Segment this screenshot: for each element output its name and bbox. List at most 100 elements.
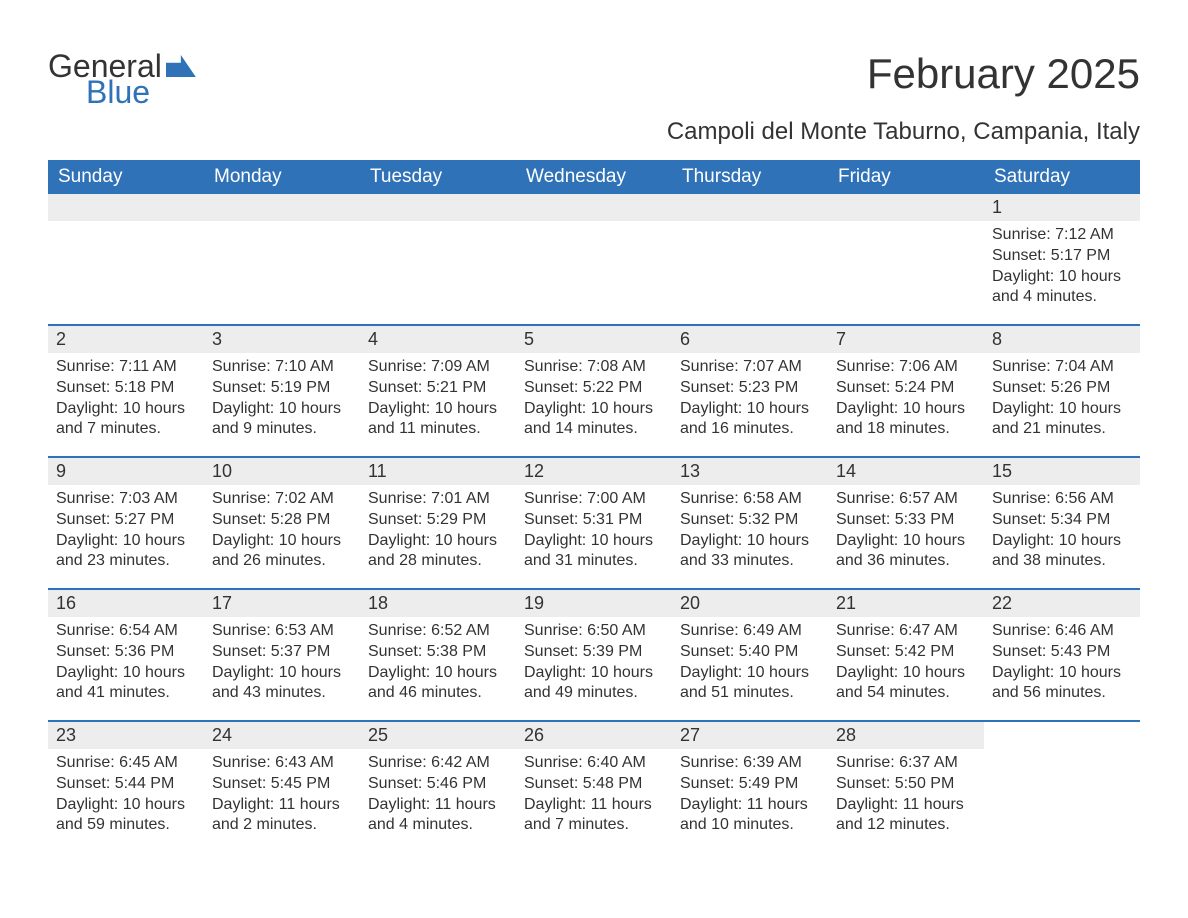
daylight-line: Daylight: 10 hours and 56 minutes.: [992, 663, 1132, 705]
week-row: 1Sunrise: 7:12 AMSunset: 5:17 PMDaylight…: [48, 194, 1140, 324]
day-body: Sunrise: 7:10 AMSunset: 5:19 PMDaylight:…: [204, 353, 360, 450]
sunset-line: Sunset: 5:48 PM: [524, 774, 664, 795]
sunrise-line: Sunrise: 7:01 AM: [368, 489, 508, 510]
day-number: 26: [516, 722, 672, 749]
day-cell: 9Sunrise: 7:03 AMSunset: 5:27 PMDaylight…: [48, 458, 204, 588]
daylight-line: Daylight: 10 hours and 18 minutes.: [836, 399, 976, 441]
day-number: 21: [828, 590, 984, 617]
day-body: Sunrise: 7:12 AMSunset: 5:17 PMDaylight:…: [984, 221, 1140, 318]
day-cell: 24Sunrise: 6:43 AMSunset: 5:45 PMDayligh…: [204, 722, 360, 852]
daylight-line: Daylight: 10 hours and 31 minutes.: [524, 531, 664, 573]
day-body: Sunrise: 6:58 AMSunset: 5:32 PMDaylight:…: [672, 485, 828, 582]
sunrise-line: Sunrise: 6:46 AM: [992, 621, 1132, 642]
sunset-line: Sunset: 5:23 PM: [680, 378, 820, 399]
day-cell: 15Sunrise: 6:56 AMSunset: 5:34 PMDayligh…: [984, 458, 1140, 588]
day-number: 8: [984, 326, 1140, 353]
day-number: 16: [48, 590, 204, 617]
daylight-line: Daylight: 10 hours and 33 minutes.: [680, 531, 820, 573]
day-cell: [984, 722, 1140, 852]
day-body: Sunrise: 6:42 AMSunset: 5:46 PMDaylight:…: [360, 749, 516, 846]
empty-day-header: [516, 194, 672, 221]
daylight-line: Daylight: 10 hours and 54 minutes.: [836, 663, 976, 705]
day-number: 13: [672, 458, 828, 485]
sunset-line: Sunset: 5:43 PM: [992, 642, 1132, 663]
empty-day-header: [48, 194, 204, 221]
daylight-line: Daylight: 10 hours and 28 minutes.: [368, 531, 508, 573]
sunset-line: Sunset: 5:27 PM: [56, 510, 196, 531]
daylight-line: Daylight: 10 hours and 14 minutes.: [524, 399, 664, 441]
day-number: 28: [828, 722, 984, 749]
day-cell: [48, 194, 204, 324]
location-line: Campoli del Monte Taburno, Campania, Ita…: [48, 118, 1140, 146]
day-body: Sunrise: 6:43 AMSunset: 5:45 PMDaylight:…: [204, 749, 360, 846]
day-cell: 2Sunrise: 7:11 AMSunset: 5:18 PMDaylight…: [48, 326, 204, 456]
sunset-line: Sunset: 5:18 PM: [56, 378, 196, 399]
weekday-header: Tuesday: [360, 160, 516, 194]
day-cell: 18Sunrise: 6:52 AMSunset: 5:38 PMDayligh…: [360, 590, 516, 720]
sunrise-line: Sunrise: 6:58 AM: [680, 489, 820, 510]
day-number: 5: [516, 326, 672, 353]
day-cell: 8Sunrise: 7:04 AMSunset: 5:26 PMDaylight…: [984, 326, 1140, 456]
sunrise-line: Sunrise: 6:52 AM: [368, 621, 508, 642]
day-body: Sunrise: 6:46 AMSunset: 5:43 PMDaylight:…: [984, 617, 1140, 714]
sunset-line: Sunset: 5:34 PM: [992, 510, 1132, 531]
sunset-line: Sunset: 5:31 PM: [524, 510, 664, 531]
day-cell: 22Sunrise: 6:46 AMSunset: 5:43 PMDayligh…: [984, 590, 1140, 720]
sunset-line: Sunset: 5:45 PM: [212, 774, 352, 795]
day-cell: 25Sunrise: 6:42 AMSunset: 5:46 PMDayligh…: [360, 722, 516, 852]
week-row: 2Sunrise: 7:11 AMSunset: 5:18 PMDaylight…: [48, 324, 1140, 456]
daylight-line: Daylight: 11 hours and 4 minutes.: [368, 795, 508, 837]
day-body: Sunrise: 7:04 AMSunset: 5:26 PMDaylight:…: [984, 353, 1140, 450]
daylight-line: Daylight: 10 hours and 51 minutes.: [680, 663, 820, 705]
sunset-line: Sunset: 5:21 PM: [368, 378, 508, 399]
daylight-line: Daylight: 10 hours and 49 minutes.: [524, 663, 664, 705]
calendar: SundayMondayTuesdayWednesdayThursdayFrid…: [48, 160, 1140, 852]
day-body: Sunrise: 6:37 AMSunset: 5:50 PMDaylight:…: [828, 749, 984, 846]
empty-day-header: [204, 194, 360, 221]
weekday-header: Friday: [828, 160, 984, 194]
header: General Blue February 2025: [48, 50, 1140, 108]
daylight-line: Daylight: 10 hours and 11 minutes.: [368, 399, 508, 441]
day-number: 4: [360, 326, 516, 353]
daylight-line: Daylight: 11 hours and 2 minutes.: [212, 795, 352, 837]
week-row: 16Sunrise: 6:54 AMSunset: 5:36 PMDayligh…: [48, 588, 1140, 720]
day-body: Sunrise: 6:53 AMSunset: 5:37 PMDaylight:…: [204, 617, 360, 714]
day-body: Sunrise: 6:49 AMSunset: 5:40 PMDaylight:…: [672, 617, 828, 714]
sunset-line: Sunset: 5:22 PM: [524, 378, 664, 399]
daylight-line: Daylight: 10 hours and 46 minutes.: [368, 663, 508, 705]
day-cell: 6Sunrise: 7:07 AMSunset: 5:23 PMDaylight…: [672, 326, 828, 456]
day-cell: 3Sunrise: 7:10 AMSunset: 5:19 PMDaylight…: [204, 326, 360, 456]
day-body: Sunrise: 6:56 AMSunset: 5:34 PMDaylight:…: [984, 485, 1140, 582]
sunset-line: Sunset: 5:40 PM: [680, 642, 820, 663]
day-cell: 17Sunrise: 6:53 AMSunset: 5:37 PMDayligh…: [204, 590, 360, 720]
daylight-line: Daylight: 10 hours and 4 minutes.: [992, 267, 1132, 309]
daylight-line: Daylight: 11 hours and 7 minutes.: [524, 795, 664, 837]
day-cell: 10Sunrise: 7:02 AMSunset: 5:28 PMDayligh…: [204, 458, 360, 588]
sunrise-line: Sunrise: 7:03 AM: [56, 489, 196, 510]
weekday-header: Sunday: [48, 160, 204, 194]
day-cell: 1Sunrise: 7:12 AMSunset: 5:17 PMDaylight…: [984, 194, 1140, 324]
day-number: 24: [204, 722, 360, 749]
sunrise-line: Sunrise: 7:08 AM: [524, 357, 664, 378]
sunset-line: Sunset: 5:37 PM: [212, 642, 352, 663]
day-body: Sunrise: 7:00 AMSunset: 5:31 PMDaylight:…: [516, 485, 672, 582]
daylight-line: Daylight: 10 hours and 43 minutes.: [212, 663, 352, 705]
sunrise-line: Sunrise: 6:54 AM: [56, 621, 196, 642]
sunrise-line: Sunrise: 6:47 AM: [836, 621, 976, 642]
weekday-header: Wednesday: [516, 160, 672, 194]
day-cell: [204, 194, 360, 324]
day-body: Sunrise: 6:54 AMSunset: 5:36 PMDaylight:…: [48, 617, 204, 714]
day-body: Sunrise: 7:08 AMSunset: 5:22 PMDaylight:…: [516, 353, 672, 450]
sunrise-line: Sunrise: 6:56 AM: [992, 489, 1132, 510]
daylight-line: Daylight: 10 hours and 36 minutes.: [836, 531, 976, 573]
day-cell: [672, 194, 828, 324]
day-cell: 19Sunrise: 6:50 AMSunset: 5:39 PMDayligh…: [516, 590, 672, 720]
sunset-line: Sunset: 5:46 PM: [368, 774, 508, 795]
day-cell: 14Sunrise: 6:57 AMSunset: 5:33 PMDayligh…: [828, 458, 984, 588]
sunrise-line: Sunrise: 6:40 AM: [524, 753, 664, 774]
empty-day-header: [828, 194, 984, 221]
sunset-line: Sunset: 5:26 PM: [992, 378, 1132, 399]
sunset-line: Sunset: 5:38 PM: [368, 642, 508, 663]
daylight-line: Daylight: 10 hours and 26 minutes.: [212, 531, 352, 573]
day-body: Sunrise: 6:57 AMSunset: 5:33 PMDaylight:…: [828, 485, 984, 582]
